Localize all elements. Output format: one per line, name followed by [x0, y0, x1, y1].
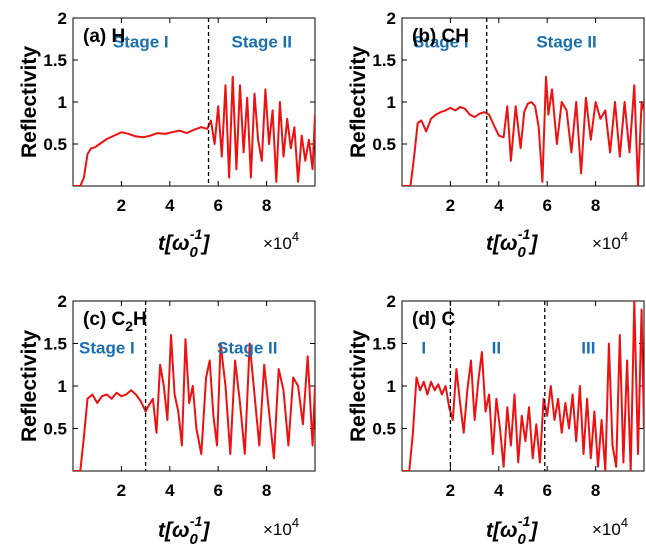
- stage-label: Stage I: [79, 339, 135, 358]
- x-tick-label: 6: [213, 196, 222, 215]
- y-axis-label: Reflectivity: [347, 330, 370, 442]
- panel-2: 2 4 6 8 0.5 1 1.5 2 Reflectivity t[ω0-1] ×104 Stage…: [18, 292, 316, 548]
- x-tick-label: 4: [165, 481, 175, 500]
- x-tick-label: 6: [542, 196, 551, 215]
- x-tick-label: 2: [117, 196, 126, 215]
- y-tick-label: 0.5: [372, 420, 396, 439]
- x-multiplier: ×104: [263, 515, 299, 539]
- x-axis-label: t[ω0-1]: [158, 226, 210, 261]
- stage-label: Stage I: [113, 32, 169, 51]
- reflectivity-line: [402, 75, 644, 186]
- stage-label: II: [492, 339, 501, 358]
- stage-label: III: [581, 339, 595, 358]
- x-multiplier: ×104: [263, 229, 299, 253]
- y-tick-label: 0.5: [43, 420, 67, 439]
- x-tick-label: 4: [494, 196, 504, 215]
- y-tick-label: 1.5: [372, 51, 396, 70]
- y-tick-label: 2: [387, 292, 396, 311]
- x-axis-label: t[ω0-1]: [486, 226, 538, 261]
- y-tick-label: 2: [58, 9, 67, 28]
- y-axis-label: Reflectivity: [18, 46, 41, 158]
- y-tick-label: 1.5: [43, 335, 67, 354]
- x-tick-label: 8: [591, 196, 600, 215]
- x-tick-label: 8: [591, 481, 600, 500]
- y-tick-label: 1: [387, 93, 396, 112]
- y-tick-label: 2: [58, 292, 67, 311]
- y-tick-label: 1: [387, 377, 396, 396]
- x-tick-label: 4: [494, 481, 504, 500]
- reflectivity-line: [73, 334, 315, 471]
- y-axis-label: Reflectivity: [18, 330, 41, 442]
- x-tick-label: 8: [262, 196, 271, 215]
- y-tick-label: 1.5: [43, 51, 67, 70]
- stage-label: Stage II: [232, 32, 292, 51]
- x-multiplier: ×104: [592, 229, 628, 253]
- stage-label: I: [421, 339, 426, 358]
- x-tick-label: 6: [542, 481, 551, 500]
- stage-label: Stage II: [217, 339, 277, 358]
- x-tick-label: 6: [213, 481, 222, 500]
- x-tick-label: 2: [117, 481, 126, 500]
- panel-label: (d) C: [412, 309, 456, 330]
- panel-label: (c) C2H: [83, 309, 147, 334]
- panel-label: (a) H: [83, 26, 125, 47]
- x-multiplier: ×104: [592, 515, 628, 539]
- y-tick-label: 1.5: [372, 335, 396, 354]
- panel-0: 2 4 6 8 0.5 1 1.5 2 Reflectivity t[ω0-1] ×104 Stage…: [18, 9, 316, 261]
- panel-label: (b) CH: [412, 26, 469, 47]
- reflectivity-line: [73, 75, 315, 186]
- x-tick-label: 2: [446, 481, 455, 500]
- y-tick-label: 1: [58, 377, 67, 396]
- x-axis-label: t[ω0-1]: [486, 513, 538, 548]
- reflectivity-line: [402, 301, 644, 471]
- x-tick-label: 2: [446, 196, 455, 215]
- x-tick-label: 8: [262, 481, 271, 500]
- x-axis-label: t[ω0-1]: [158, 513, 210, 548]
- y-tick-label: 0.5: [372, 135, 396, 154]
- stage-label: Stage I: [413, 32, 469, 51]
- stage-label: Stage II: [536, 32, 596, 51]
- y-tick-label: 2: [387, 9, 396, 28]
- y-tick-label: 1: [58, 93, 67, 112]
- panel-1: 2 4 6 8 0.5 1 1.5 2 Reflectivity t[ω0-1] ×104 Stage…: [347, 9, 645, 261]
- y-axis-label: Reflectivity: [347, 46, 370, 158]
- x-tick-label: 4: [165, 196, 175, 215]
- y-tick-label: 0.5: [43, 135, 67, 154]
